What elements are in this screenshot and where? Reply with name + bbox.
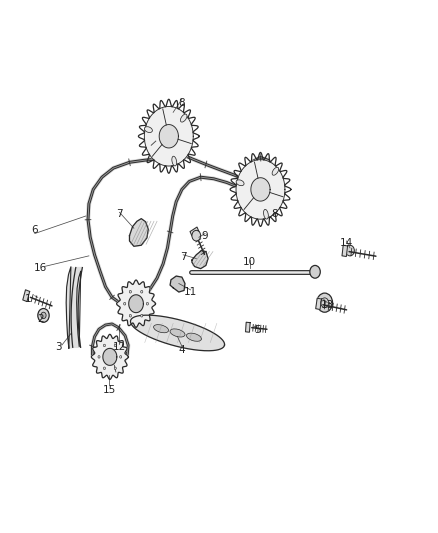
- Polygon shape: [316, 298, 321, 310]
- Circle shape: [103, 344, 106, 347]
- Text: 9: 9: [202, 231, 208, 241]
- Circle shape: [41, 312, 46, 319]
- Polygon shape: [23, 290, 30, 302]
- Circle shape: [346, 245, 354, 256]
- Ellipse shape: [187, 333, 201, 341]
- Polygon shape: [117, 280, 155, 327]
- Circle shape: [129, 314, 131, 317]
- Circle shape: [124, 302, 126, 305]
- Circle shape: [146, 302, 148, 305]
- Circle shape: [114, 367, 117, 369]
- Polygon shape: [129, 295, 143, 313]
- Ellipse shape: [264, 209, 268, 219]
- Circle shape: [192, 230, 201, 241]
- Text: 8: 8: [272, 209, 278, 220]
- Circle shape: [141, 314, 143, 317]
- Polygon shape: [236, 160, 285, 219]
- Polygon shape: [92, 334, 128, 379]
- Circle shape: [129, 290, 131, 293]
- Polygon shape: [130, 219, 148, 246]
- Ellipse shape: [236, 180, 244, 185]
- Text: 6: 6: [32, 225, 38, 236]
- Ellipse shape: [154, 325, 169, 333]
- Polygon shape: [246, 322, 250, 332]
- Text: 5: 5: [254, 325, 261, 335]
- Ellipse shape: [170, 329, 185, 337]
- Polygon shape: [251, 177, 270, 201]
- Circle shape: [98, 356, 100, 358]
- Polygon shape: [170, 276, 185, 292]
- Polygon shape: [131, 315, 225, 351]
- Polygon shape: [192, 251, 208, 269]
- Polygon shape: [342, 245, 348, 256]
- Text: 3: 3: [55, 342, 62, 352]
- Circle shape: [38, 309, 49, 322]
- Text: 4: 4: [179, 345, 185, 356]
- Text: 10: 10: [243, 257, 256, 267]
- Ellipse shape: [180, 114, 187, 122]
- Circle shape: [310, 265, 320, 278]
- Ellipse shape: [145, 127, 152, 133]
- Circle shape: [103, 367, 106, 369]
- Circle shape: [120, 356, 122, 358]
- Polygon shape: [71, 268, 82, 348]
- Text: 16: 16: [34, 263, 47, 272]
- Text: 8: 8: [179, 98, 185, 108]
- Polygon shape: [66, 267, 81, 348]
- Circle shape: [317, 293, 332, 312]
- Polygon shape: [103, 349, 117, 366]
- Ellipse shape: [272, 167, 279, 175]
- Text: 15: 15: [102, 385, 116, 395]
- Text: 2: 2: [38, 313, 44, 324]
- Text: 7: 7: [180, 252, 187, 262]
- Text: 11: 11: [184, 287, 197, 297]
- Text: 14: 14: [340, 238, 353, 247]
- Text: 7: 7: [116, 209, 123, 220]
- Text: 12: 12: [113, 342, 126, 352]
- Circle shape: [114, 344, 117, 347]
- Text: 13: 13: [321, 300, 334, 310]
- Ellipse shape: [172, 156, 177, 166]
- Polygon shape: [159, 125, 178, 148]
- Text: 1: 1: [25, 294, 31, 304]
- Polygon shape: [190, 227, 199, 236]
- Polygon shape: [145, 107, 193, 166]
- Circle shape: [141, 290, 143, 293]
